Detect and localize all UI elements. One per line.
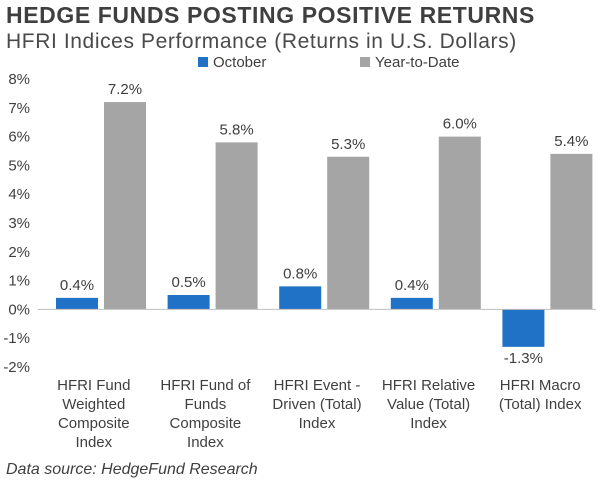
category-label: HFRI Event - Driven (Total) Index — [272, 377, 361, 432]
category-label-line: Index — [299, 415, 336, 432]
data-source-note: Data source: HedgeFund Research — [6, 461, 258, 478]
category-label: HFRI Fund Weighted Composite Index — [57, 377, 130, 451]
bars-group — [56, 102, 593, 347]
october-value-label: 0.5% — [171, 274, 205, 291]
ytd-value-label: 5.3% — [331, 136, 365, 153]
october-value-label: 0.4% — [60, 277, 94, 294]
category-label-line: Composite — [170, 415, 242, 432]
ytd-bar — [550, 153, 593, 310]
y-tick-label: 7% — [8, 100, 30, 117]
y-tick-label: -1% — [3, 330, 30, 347]
y-tick-label: 3% — [8, 215, 30, 232]
category-label-line: HFRI Event - — [274, 377, 361, 394]
october-value-label: -1.3% — [504, 350, 543, 367]
legend-swatch-ytd — [360, 57, 370, 67]
ytd-bar — [438, 136, 481, 310]
ytd-bar — [215, 142, 258, 310]
category-label-line: Composite — [58, 415, 130, 432]
y-tick-label: 6% — [8, 129, 30, 146]
data-labels: 0.4% 0.5% 0.8% 0.4% -1.3% 7.2% 5.8% 5.3% 6.0% 5.4… — [60, 81, 589, 367]
ytd-value-label: 7.2% — [108, 81, 142, 98]
october-bar — [167, 295, 210, 310]
category-label-line: (Total) Index — [499, 396, 582, 413]
category-label-line: Weighted — [62, 396, 125, 413]
ytd-value-label: 5.8% — [219, 121, 253, 138]
october-bar — [502, 309, 545, 347]
october-value-label: 0.4% — [395, 277, 429, 294]
category-label-line: Index — [75, 434, 112, 451]
ytd-value-label: 5.4% — [554, 133, 588, 150]
category-label-line: Driven (Total) — [272, 396, 361, 413]
category-label-line: Funds — [185, 396, 227, 413]
october-value-label: 0.8% — [283, 265, 317, 282]
chart-title: HEDGE FUNDS POSTING POSITIVE RETURNS — [6, 2, 535, 28]
chart-legend: October Year-to-Date — [198, 54, 460, 71]
y-tick-label: 1% — [8, 273, 30, 290]
october-bar — [390, 297, 433, 310]
ytd-bar — [327, 156, 370, 310]
category-label-line: HFRI Macro — [500, 377, 581, 394]
legend-label-ytd: Year-to-Date — [375, 54, 460, 71]
y-tick-label: 2% — [8, 244, 30, 261]
october-bar — [56, 297, 98, 310]
y-tick-label: 5% — [8, 157, 30, 174]
y-tick-label: -2% — [3, 359, 30, 376]
category-label-line: Value (Total) — [387, 396, 470, 413]
category-label: HFRI Macro (Total) Index — [499, 377, 582, 413]
category-label-line: Index — [187, 434, 224, 451]
category-label: HFRI Fund of Funds Composite Index — [160, 377, 251, 451]
y-tick-label: 0% — [8, 301, 30, 318]
y-axis: -2% -1% 0% 1% 2% 3% 4% 5% 6% 7% 8% — [3, 71, 30, 376]
category-label-line: Index — [410, 415, 447, 432]
chart-subtitle: HFRI Indices Performance (Returns in U.S… — [6, 30, 517, 53]
category-label: HFRI Relative Value (Total) Index — [382, 377, 475, 432]
legend-swatch-october — [198, 57, 208, 67]
y-tick-label: 8% — [8, 71, 30, 88]
category-label-line: HFRI Fund — [57, 377, 130, 394]
ytd-bar — [104, 102, 146, 310]
y-tick-label: 4% — [8, 186, 30, 203]
legend-label-october: October — [213, 54, 266, 71]
october-bar — [279, 286, 322, 310]
ytd-value-label: 6.0% — [443, 116, 477, 133]
category-label-line: HFRI Fund of — [160, 377, 251, 394]
category-label-line: HFRI Relative — [382, 377, 475, 394]
